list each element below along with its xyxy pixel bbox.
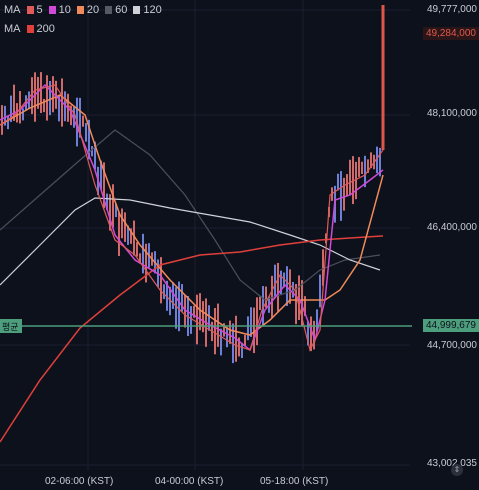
ma60-value: 60 (115, 4, 128, 16)
ma-5-line (0, 84, 384, 352)
ma10-value: 10 (58, 4, 71, 16)
ma-60-line (0, 129, 381, 301)
ma20-value: 20 (86, 4, 100, 16)
candlesticks (1, 72, 381, 364)
time-tick-1: 02-06:00 (KST) (45, 476, 114, 487)
price-tick-5: 43,002,035 (426, 458, 477, 469)
time-tick-3: 05-18:00 (KST) (260, 476, 329, 487)
ma200-value: 200 (36, 23, 55, 35)
ma20-swatch (76, 6, 84, 14)
ma60-swatch (105, 6, 113, 14)
ma-legend-2-label: MA (4, 23, 21, 35)
ma5-swatch (26, 6, 34, 14)
ma-legend-1: MA 5 10 20 60 120 (4, 4, 162, 16)
ma-20-line (0, 94, 384, 336)
ma-10-line (0, 83, 384, 352)
current-price-tag: 49,284,000 (422, 27, 479, 40)
price-tick-1: 49,777,000 (426, 4, 477, 15)
ma-120-line (0, 197, 381, 286)
price-tick-4: 44,700,000 (426, 340, 477, 351)
ma-legend-2: MA 200 (4, 23, 55, 35)
grid (0, 0, 410, 470)
ma120-value: 120 (143, 4, 162, 16)
avg-price-tag: 44,999,679 (422, 319, 479, 332)
price-tick-2: 48,100,000 (426, 108, 477, 119)
ma120-swatch (133, 6, 141, 14)
ma5-value: 5 (36, 4, 43, 16)
avg-line-label: 평균 (2, 322, 19, 332)
ma-legend-1-label: MA (4, 4, 21, 16)
time-tick-2: 04-00:00 (KST) (155, 476, 224, 487)
price-tick-3: 46,400,000 (426, 222, 477, 233)
ma-200-line (0, 235, 384, 443)
ma10-swatch (48, 6, 56, 14)
ma200-swatch (26, 25, 34, 33)
axis-collapse-icon[interactable]: ⇕ (451, 464, 463, 476)
avg-line-label-bg (0, 319, 22, 333)
